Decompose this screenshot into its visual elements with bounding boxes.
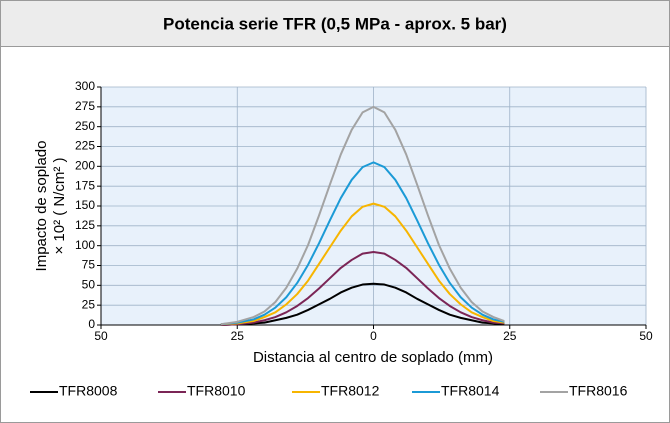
legend-label: TFR8008 (59, 383, 118, 399)
header (0, 0, 670, 47)
y-tick-label: 275 (75, 99, 95, 113)
x-tick-label: 50 (94, 329, 108, 343)
chart-title: Potencia serie TFR (0,5 MPa - aprox. 5 b… (163, 14, 507, 33)
legend-label: TFR8010 (187, 383, 246, 399)
legend-label: TFR8016 (569, 383, 628, 399)
y-tick-label: 125 (75, 218, 95, 232)
legend-label: TFR8012 (321, 383, 380, 399)
x-tick-label: 50 (639, 329, 653, 343)
series-line (220, 202, 505, 326)
y-tick-label: 75 (82, 258, 96, 272)
y-tick-label: 0 (88, 317, 95, 331)
y-tick-label: 100 (75, 238, 95, 252)
y-tick-label: 150 (75, 198, 95, 212)
series-line (220, 105, 505, 326)
y-tick-label: 25 (82, 297, 96, 311)
series-line (220, 251, 505, 326)
y-tick-label: 175 (75, 178, 95, 192)
x-tick-label: 0 (370, 329, 377, 343)
series-line (220, 161, 505, 326)
y-tick-label: 250 (75, 119, 95, 133)
y-axis-label: × 10² ( N/cm² ) (51, 157, 68, 254)
y-tick-label: 200 (75, 159, 95, 173)
x-tick-label: 25 (503, 329, 517, 343)
legend-label: TFR8014 (441, 383, 500, 399)
x-tick-label: 25 (231, 329, 245, 343)
y-axis-label: Impacto de soplado (33, 141, 50, 272)
y-tick-label: 300 (75, 79, 95, 93)
y-tick-label: 50 (82, 278, 96, 292)
y-tick-label: 225 (75, 139, 95, 153)
series-line (220, 282, 505, 326)
x-axis-label: Distancia al centro de soplado (mm) (253, 349, 493, 366)
